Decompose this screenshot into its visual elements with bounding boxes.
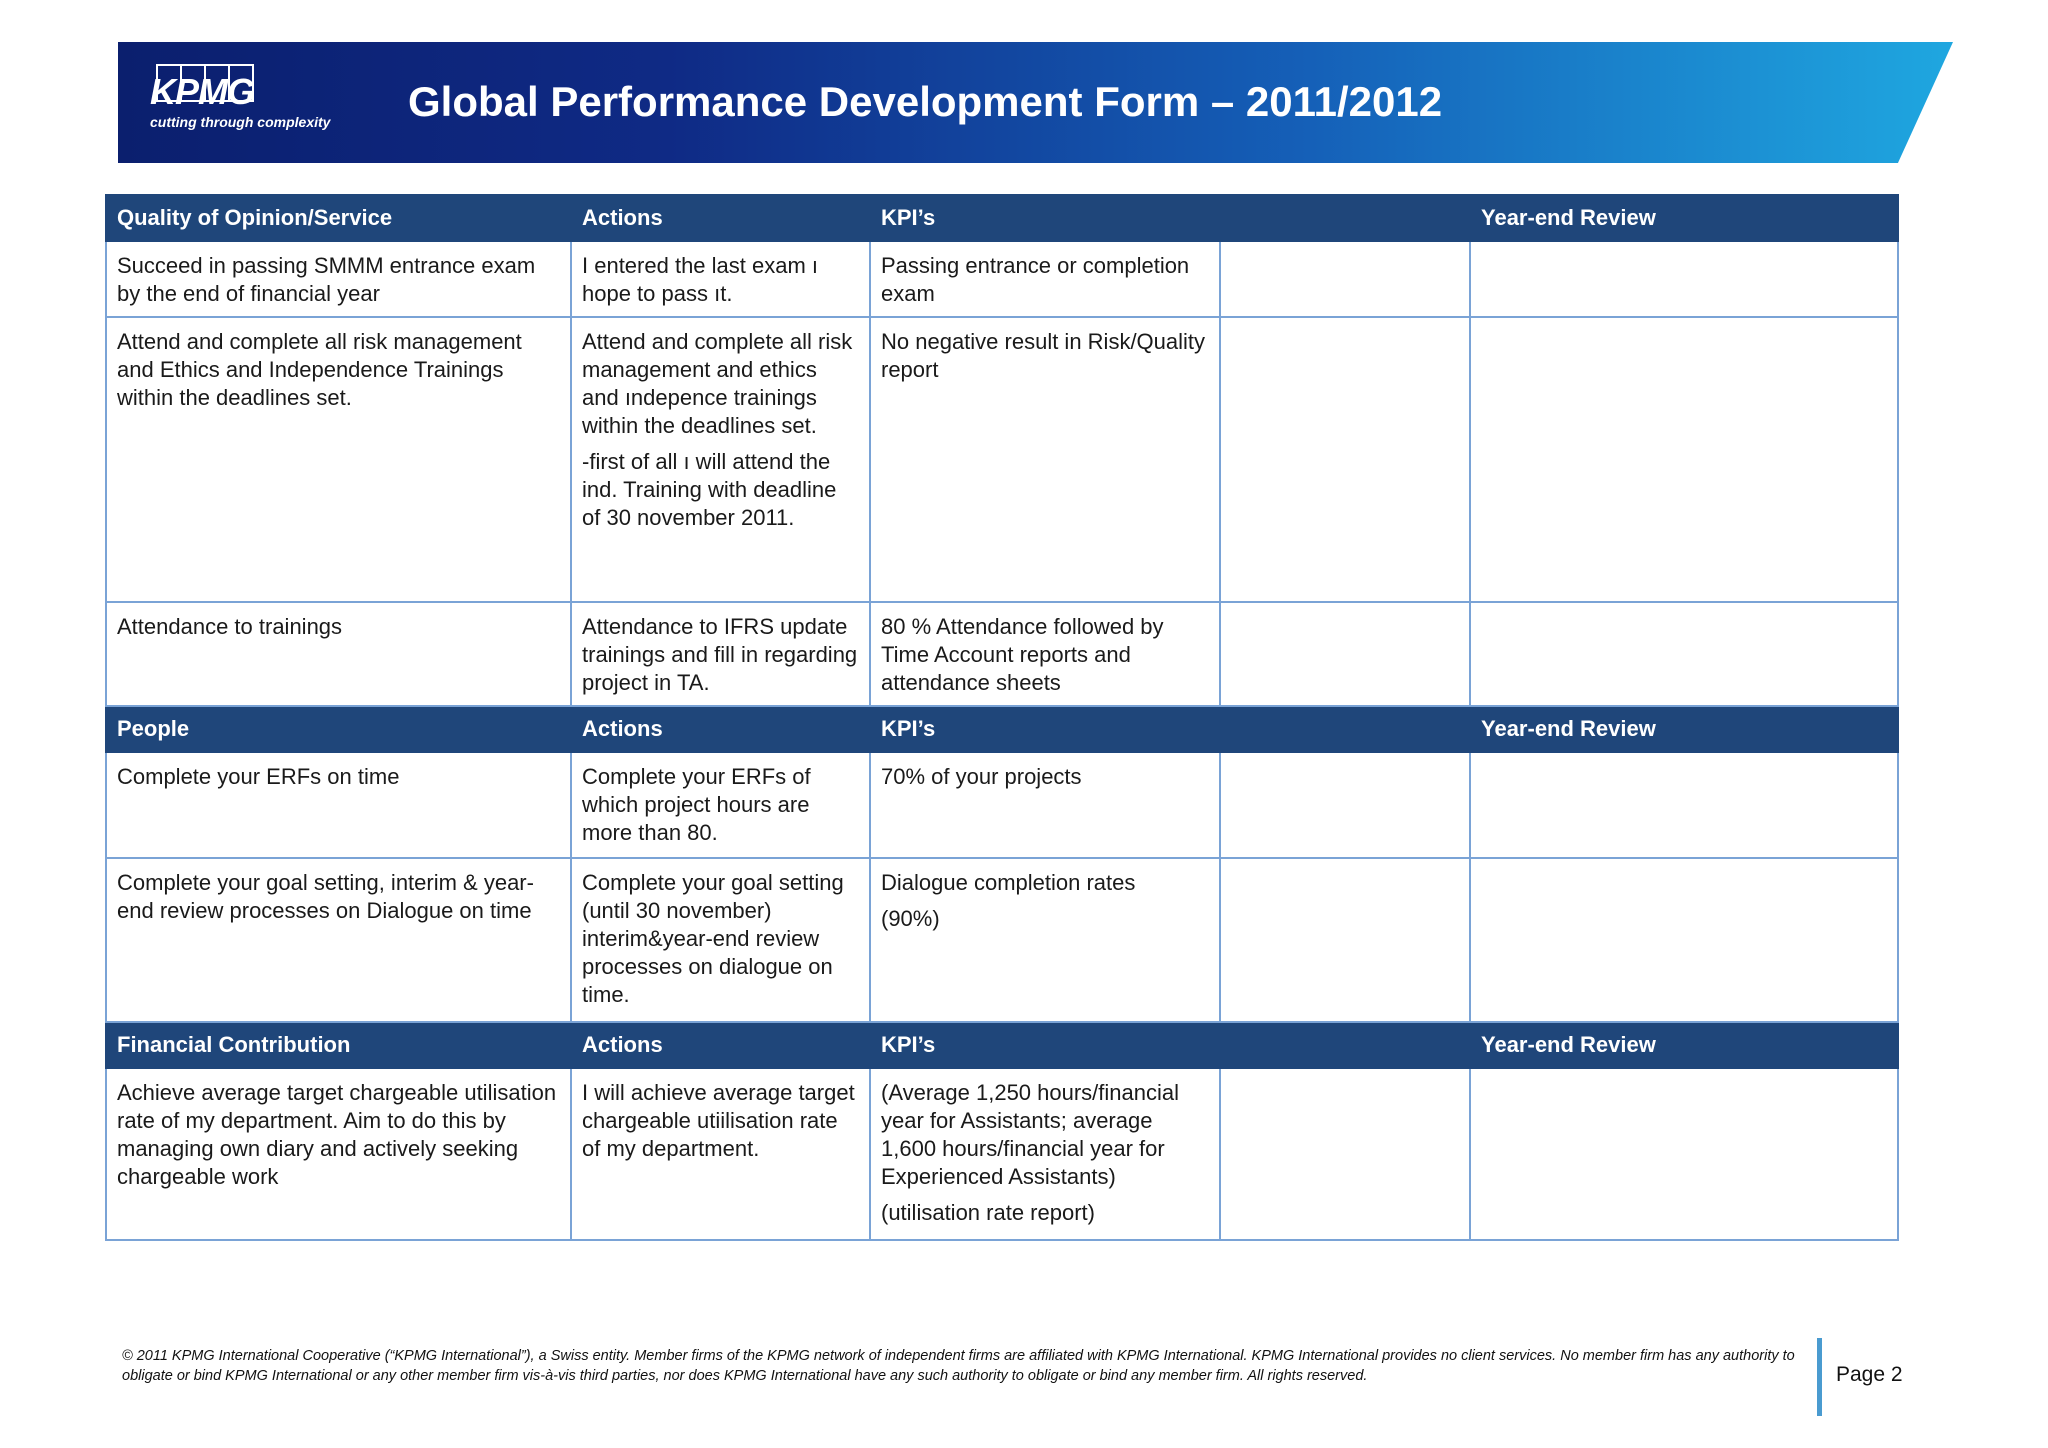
kpi-extra-cell[interactable] [1219, 240, 1471, 318]
kpi-column-header: KPI’s [869, 705, 1471, 753]
kpi-extra-cell[interactable] [1219, 316, 1471, 603]
action-text: -first of all ı will attend the ind. Tra… [582, 449, 837, 530]
kpi-cell: 80 % Attendance followed by Time Account… [869, 601, 1221, 707]
kpi-cell: Passing entrance or completion exam [869, 240, 1221, 318]
kpi-text: 80 % Attendance followed by Time Account… [881, 614, 1164, 695]
actions-cell: Attend and complete all risk management … [570, 316, 871, 603]
kpi-text: Dialogue completion rates [881, 870, 1136, 895]
page-number: Page 2 [1836, 1363, 1903, 1386]
actions-cell: I entered the last exam ı hope to pass ı… [570, 240, 871, 318]
header-banner: KPMG cutting through complexity Global P… [118, 42, 1953, 163]
logo-boxes-icon [156, 64, 330, 102]
action-text: Attendance to IFRS update trainings and … [582, 614, 858, 695]
section-header-row: Financial Contribution Actions KPI’s Year-e… [105, 1021, 1899, 1069]
objective-cell: Complete your ERFs on time [105, 751, 572, 859]
kpi-text: (Average 1,250 hours/financial year for … [881, 1080, 1180, 1189]
actions-cell: Complete your goal setting (until 30 nov… [570, 857, 871, 1023]
performance-table: Quality of Opinion/Service Actions KPI’s Ye… [105, 194, 1899, 1241]
year-end-review-cell[interactable] [1469, 751, 1899, 859]
actions-column-header: Actions [570, 194, 871, 242]
actions-column-header: Actions [570, 705, 871, 753]
year-end-review-cell[interactable] [1469, 1067, 1899, 1241]
kpi-extra-cell[interactable] [1219, 857, 1471, 1023]
year-end-review-column-header: Year-end Review [1469, 705, 1899, 753]
year-end-review-cell[interactable] [1469, 316, 1899, 603]
kpi-text: (90%) [881, 906, 940, 931]
actions-cell: I will achieve average target chargeable… [570, 1067, 871, 1241]
action-text: I will achieve average target chargeable… [582, 1080, 855, 1161]
kpi-extra-cell[interactable] [1219, 751, 1471, 859]
kpi-cell: (Average 1,250 hours/financial year for … [869, 1067, 1221, 1241]
kpi-text: Passing entrance or completion exam [881, 253, 1190, 306]
kpi-cell: No negative result in Risk/Quality repor… [869, 316, 1221, 603]
kpmg-logo: KPMG cutting through complexity [150, 64, 330, 130]
table-row: Complete your goal setting, interim & ye… [105, 857, 1899, 1023]
year-end-review-cell[interactable] [1469, 857, 1899, 1023]
year-end-review-cell[interactable] [1469, 601, 1899, 707]
kpi-column-header: KPI’s [869, 1021, 1471, 1069]
table-row: Achieve average target chargeable utilis… [105, 1067, 1899, 1241]
section-heading: Financial Contribution [105, 1021, 572, 1069]
year-end-review-cell[interactable] [1469, 240, 1899, 318]
kpi-cell: 70% of your projects [869, 751, 1221, 859]
table-row: Succeed in passing SMMM entrance exam by… [105, 240, 1899, 318]
action-text: I entered the last exam ı hope to pass ı… [582, 253, 819, 306]
year-end-review-column-header: Year-end Review [1469, 1021, 1899, 1069]
action-text: Attend and complete all risk management … [582, 329, 853, 438]
year-end-review-column-header: Year-end Review [1469, 194, 1899, 242]
objective-cell: Achieve average target chargeable utilis… [105, 1067, 572, 1241]
kpi-column-header: KPI’s [869, 194, 1471, 242]
section-header-row: People Actions KPI’s Year-end Review [105, 705, 1899, 753]
section-heading: Quality of Opinion/Service [105, 194, 572, 242]
actions-column-header: Actions [570, 1021, 871, 1069]
kpi-cell: Dialogue completion rates (90%) [869, 857, 1221, 1023]
logo-tagline: cutting through complexity [150, 114, 331, 130]
kpi-text: (utilisation rate report) [881, 1200, 1095, 1225]
actions-cell: Attendance to IFRS update trainings and … [570, 601, 871, 707]
table-row: Complete your ERFs on time Complete your … [105, 751, 1899, 859]
section-heading: People [105, 705, 572, 753]
actions-cell: Complete your ERFs of which project hour… [570, 751, 871, 859]
kpi-extra-cell[interactable] [1219, 601, 1471, 707]
section-header-row: Quality of Opinion/Service Actions KPI’s Ye… [105, 194, 1899, 242]
kpi-text: 70% of your projects [881, 764, 1082, 789]
logo-wordmark: KPMG [150, 71, 255, 112]
objective-cell: Complete your goal setting, interim & ye… [105, 857, 572, 1023]
page-title: Global Performance Development Form – 20… [408, 78, 1443, 125]
action-text: Complete your ERFs of which project hour… [582, 764, 811, 845]
kpi-text: No negative result in Risk/Quality repor… [881, 329, 1206, 382]
page-divider [1817, 1338, 1822, 1416]
objective-cell: Attendance to trainings [105, 601, 572, 707]
footer-disclaimer: © 2011 KPMG International Cooperative (“… [122, 1348, 1795, 1384]
objective-cell: Attend and complete all risk management … [105, 316, 572, 603]
table-row: Attendance to trainings Attendance to IFR… [105, 601, 1899, 707]
action-text: Complete your goal setting (until 30 nov… [582, 870, 844, 1007]
kpi-extra-cell[interactable] [1219, 1067, 1471, 1241]
table-row: Attend and complete all risk management … [105, 316, 1899, 603]
objective-cell: Succeed in passing SMMM entrance exam by… [105, 240, 572, 318]
